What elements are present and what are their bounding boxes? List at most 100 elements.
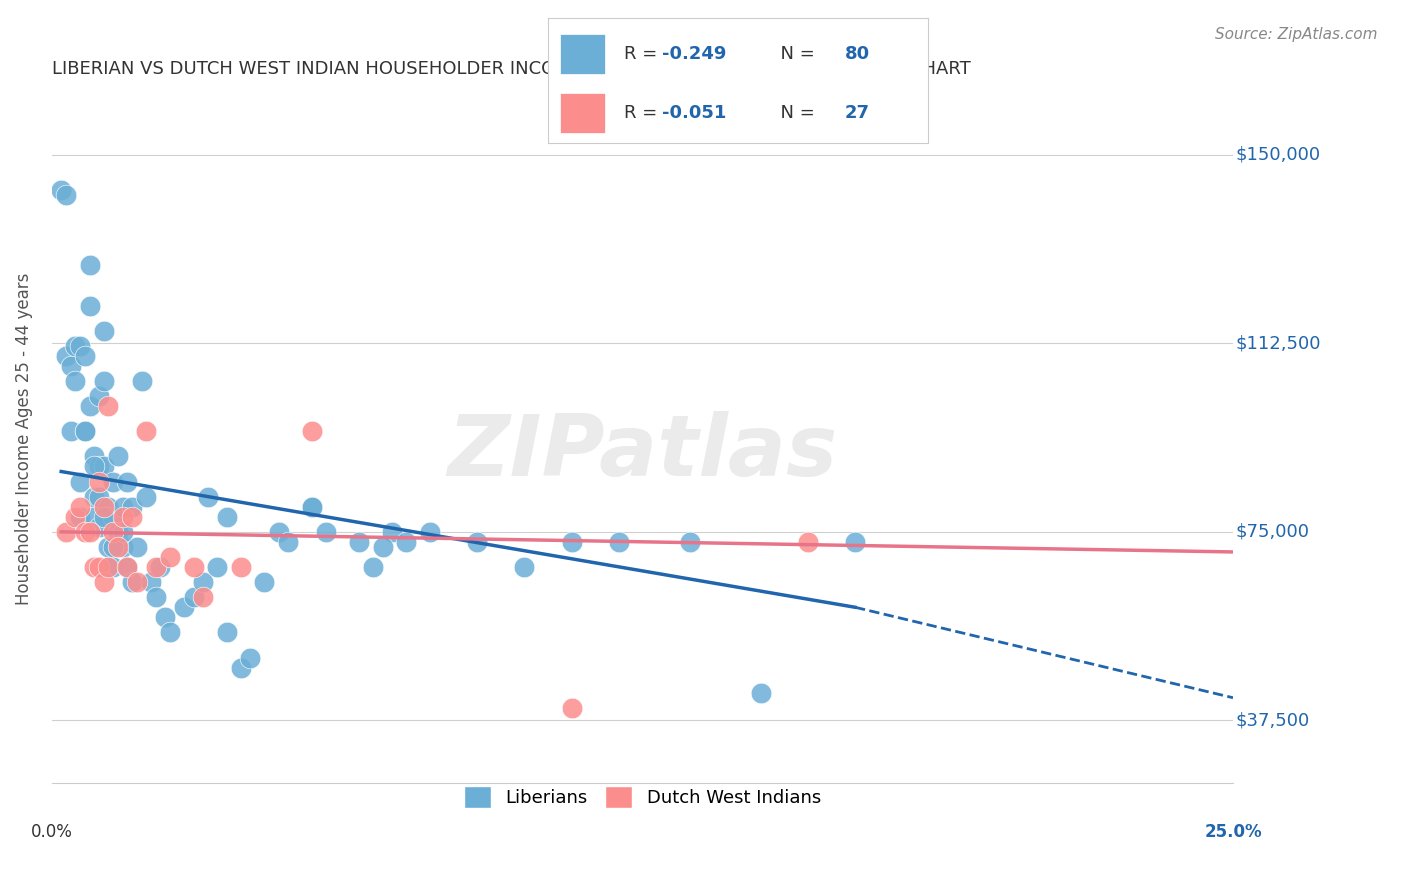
Point [607,534,630,549]
Point [183,560,205,574]
Text: N =: N = [769,103,820,121]
Point [87,560,110,574]
Point [371,540,394,554]
Point [395,534,418,549]
Point [560,700,582,714]
Text: $150,000: $150,000 [1236,145,1320,164]
Point [139,575,162,590]
Point [121,500,143,514]
Point [97,560,120,574]
Point [239,650,262,665]
Point [97,399,120,413]
Text: N =: N = [769,45,820,63]
Point [315,524,337,539]
Text: R =: R = [624,103,664,121]
FancyBboxPatch shape [560,93,606,133]
Point [55,188,77,202]
Point [107,450,129,464]
Point [93,324,115,338]
Point [101,475,124,489]
Point [125,540,148,554]
Point [419,524,441,539]
Point [111,509,134,524]
Point [513,560,536,574]
Point [267,524,290,539]
Point [301,500,323,514]
Point [797,534,820,549]
Point [215,509,238,524]
Point [229,560,252,574]
Point [87,459,110,474]
Point [65,339,87,353]
Point [215,625,238,640]
Point [191,575,214,590]
Point [347,534,370,549]
Point [69,475,91,489]
Point [111,524,134,539]
Point [844,534,866,549]
Point [183,590,205,604]
Point [73,349,96,363]
Point [83,509,105,524]
Point [79,259,101,273]
Text: -0.051: -0.051 [662,103,727,121]
Text: -0.249: -0.249 [662,45,727,63]
Point [125,575,148,590]
Y-axis label: Householder Income Ages 25 - 44 years: Householder Income Ages 25 - 44 years [15,273,32,605]
Point [117,560,139,574]
Point [97,540,120,554]
Text: 25.0%: 25.0% [1204,823,1261,841]
Point [678,534,700,549]
FancyBboxPatch shape [560,34,606,74]
Point [83,490,105,504]
Point [205,560,228,574]
Point [145,560,167,574]
Point [93,459,115,474]
Point [69,509,91,524]
Point [87,490,110,504]
Point [153,610,176,624]
Point [55,349,77,363]
Point [87,475,110,489]
Point [69,500,91,514]
Text: LIBERIAN VS DUTCH WEST INDIAN HOUSEHOLDER INCOME AGES 25 - 44 YEARS CORRELATION : LIBERIAN VS DUTCH WEST INDIAN HOUSEHOLDE… [52,60,970,78]
Point [117,560,139,574]
Point [159,549,181,564]
Text: 80: 80 [845,45,869,63]
Text: 0.0%: 0.0% [31,823,73,841]
Point [97,500,120,514]
Point [73,424,96,438]
Text: $37,500: $37,500 [1236,711,1309,730]
Point [97,560,120,574]
Text: 27: 27 [845,103,869,121]
Point [93,575,115,590]
Point [560,534,582,549]
Point [93,500,115,514]
Point [83,450,105,464]
Point [101,509,124,524]
Point [59,424,82,438]
Point [93,374,115,388]
Point [749,686,772,700]
Point [145,590,167,604]
Point [65,509,87,524]
Point [83,459,105,474]
Point [149,560,172,574]
Point [69,339,91,353]
Point [59,359,82,373]
Point [83,560,105,574]
Point [135,490,157,504]
Point [361,560,384,574]
Point [55,524,77,539]
Point [73,424,96,438]
Point [301,424,323,438]
Point [51,183,73,197]
Point [87,520,110,534]
Point [73,524,96,539]
Point [253,575,276,590]
Point [191,590,214,604]
Point [111,500,134,514]
Point [79,524,101,539]
Text: Source: ZipAtlas.com: Source: ZipAtlas.com [1215,27,1378,42]
Point [87,389,110,403]
